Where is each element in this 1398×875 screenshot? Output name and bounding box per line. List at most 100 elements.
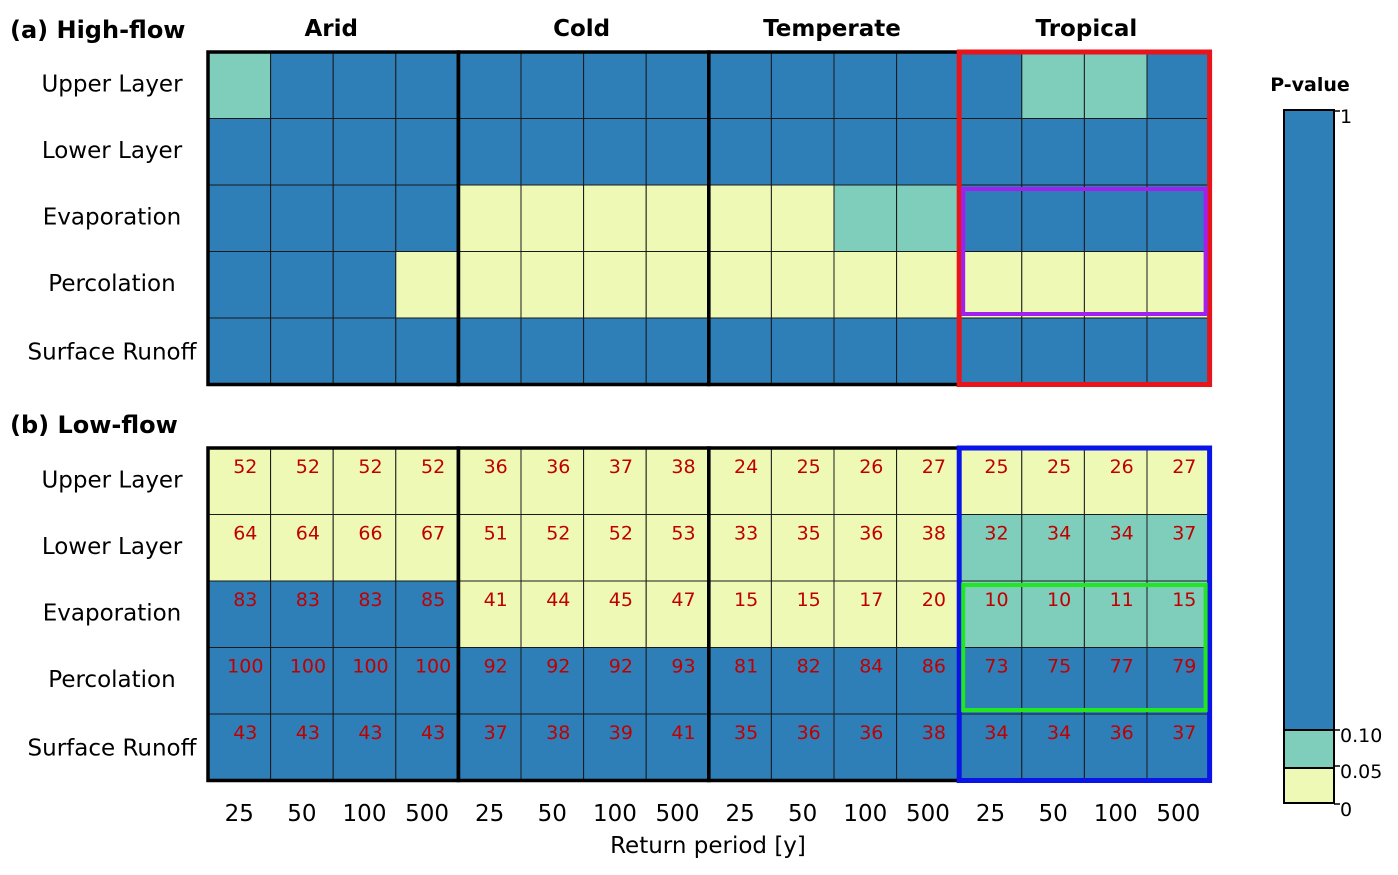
colorbar-segment-low [1284,768,1334,803]
cell-value-label: 83 [358,589,382,611]
heatmap-cell [270,317,334,385]
heatmap-cell [270,184,334,252]
heatmap-cell [457,514,522,582]
x-tick-label: 25 [725,801,754,827]
cell-value-label: 52 [233,456,257,478]
heatmap-cell [395,251,459,319]
cell-value-label: 51 [484,523,508,545]
heatmap-cell [520,317,585,385]
cell-value-label: 27 [922,456,946,478]
colorbar-segment-high [1284,110,1334,730]
cell-value-label: 43 [421,722,445,744]
cell-value-label: 33 [734,523,758,545]
heatmap-cell [896,647,960,715]
heatmap-cell [332,647,397,715]
cell-value-label: 81 [734,656,758,678]
row-label: Evaporation [43,600,182,626]
cell-value-label: 43 [358,722,382,744]
heatmap-cell [645,184,710,252]
heatmap-cell [520,447,585,515]
x-tick-label: 500 [656,801,700,827]
heatmap-cell [520,580,585,648]
heatmap-cell [1146,184,1211,252]
heatmap-cell [896,317,960,385]
heatmap-cell [457,184,522,252]
cell-value-label: 26 [859,456,883,478]
heatmap-cell [520,647,585,715]
heatmap-cell [457,251,522,319]
cell-value-label: 10 [984,589,1008,611]
heatmap-cell [583,184,647,252]
cell-value-label: 36 [484,456,508,478]
heatmap-cell [958,713,1023,781]
heatmap-cell [896,251,960,319]
heatmap-cell [332,447,397,515]
heatmap-cell [833,251,898,319]
heatmap-cell [270,118,334,186]
cell-value-label: 75 [1047,656,1071,678]
heatmap-cell [645,713,710,781]
heatmap-cell [1021,184,1085,252]
heatmap-cell [770,184,835,252]
colorbar-tick-label: 0.10 [1340,725,1382,747]
x-tick-label: 25 [976,801,1005,827]
x-axis: Return period [y] 25 50 100 500 25 50 100 500 25… [225,801,1201,859]
cell-value-label: 47 [671,589,695,611]
heatmap-cell [708,184,772,252]
heatmap-cell [395,514,459,582]
heatmap-cell [645,251,710,319]
heatmap-cell [270,713,334,781]
heatmap-cell [896,514,960,582]
heatmap-cell [270,647,334,715]
row-label: Lower Layer [42,534,183,560]
heatmap-cell [583,51,647,119]
x-tick-label: 50 [538,801,567,827]
heatmap-cell [958,251,1023,319]
heatmap-cell [708,51,772,119]
x-tick-label: 25 [475,801,504,827]
colorbar-tick-label: 1 [1340,106,1352,128]
heatmap-cell [958,51,1023,119]
cell-value-label: 38 [546,722,570,744]
x-tick-label: 50 [788,801,817,827]
cell-value-label: 11 [1110,589,1134,611]
row-label: Upper Layer [41,467,183,493]
cell-value-label: 52 [296,456,320,478]
cell-value-label: 85 [421,589,445,611]
heatmap-cell [332,184,397,252]
heatmap-cell [1021,51,1085,119]
cell-value-label: 52 [609,523,633,545]
heatmap-cell [395,317,459,385]
cell-value-label: 25 [984,456,1008,478]
cell-value-label: 45 [609,589,633,611]
heatmap-cell [1021,647,1085,715]
panel-high-flow: (a) High-flow Upper Layer Lower Layer Evap… [10,16,1213,387]
x-tick-label: 100 [593,801,637,827]
cell-value-label: 64 [296,523,320,545]
cell-value-label: 92 [546,656,570,678]
heatmap-cell [1146,647,1211,715]
heatmap-cell [958,447,1023,515]
heatmap-cell [332,118,397,186]
heatmap-cell [395,118,459,186]
heatmap-cell [395,51,459,119]
heatmap-cell [1083,713,1148,781]
heatmap-cell [833,184,898,252]
heatmap-cell [770,647,835,715]
colorbar-segment-mid [1284,730,1334,768]
cell-value-label: 52 [358,456,382,478]
heatmap-cell [332,514,397,582]
heatmap-cell [645,647,710,715]
heatmap-cell [520,713,585,781]
panel-low-flow: (b) Low-flow 52 52 52 52 36 36 37 38 24 25 26 27 25 2… [10,411,1213,783]
cell-value-label: 24 [734,456,758,478]
cell-value-label: 15 [797,589,821,611]
cell-value-label: 10 [1047,589,1071,611]
heatmap-cell [457,447,522,515]
x-tick-label: 500 [405,801,449,827]
heatmap-cell [833,713,898,781]
row-label: Surface Runoff [28,735,198,761]
heatmap-cell [1083,580,1148,648]
cell-value-label: 41 [484,589,508,611]
cell-value-label: 84 [859,656,883,678]
